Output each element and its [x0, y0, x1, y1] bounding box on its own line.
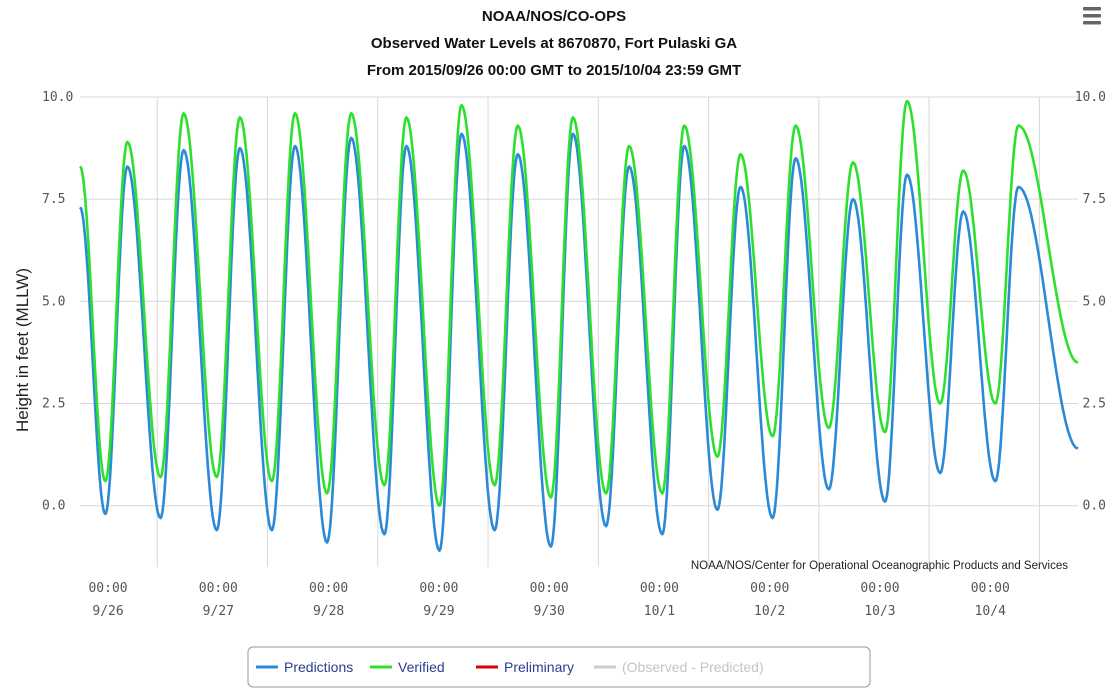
x-tick-label-time: 00:00	[530, 581, 569, 596]
legend-item-preliminary[interactable]: Preliminary	[476, 659, 574, 675]
credit-text: NOAA/NOS/Center for Operational Oceanogr…	[691, 560, 1068, 572]
y-tick-label-right: 10.0	[1075, 90, 1106, 105]
legend-item-observed-predicted[interactable]: (Observed - Predicted)	[594, 659, 764, 675]
title-line-agency: NOAA/NOS/CO-OPS	[482, 8, 626, 25]
x-tick-label-date: 10/1	[644, 604, 675, 619]
legend-label: Verified	[398, 659, 445, 675]
y-tick-label-right: 0.0	[1083, 499, 1106, 514]
x-tick-label-time: 00:00	[860, 581, 899, 596]
legend-box	[247, 646, 871, 688]
chart-title: NOAA/NOS/CO-OPS Observed Water Levels at…	[367, 8, 741, 79]
series-line-predictions	[78, 132, 1079, 552]
x-tick-label-time: 00:00	[88, 581, 127, 596]
title-line-date-range: From 2015/09/26 00:00 GMT to 2015/10/04 …	[367, 62, 741, 79]
legend-item-predictions[interactable]: Predictions	[256, 659, 353, 675]
x-tick-label-date: 9/26	[92, 604, 123, 619]
legend-label: Preliminary	[504, 659, 574, 675]
data-series	[78, 99, 1079, 552]
legend: Predictions Verified Preliminary (Observed …	[247, 646, 871, 688]
legend-label: Predictions	[284, 659, 353, 675]
y-axis-tick-labels: 10.0 10.0 7.5 7.5 5.0 5.0 2.5 2.5 0.0 0.0	[42, 90, 1106, 514]
x-tick-label-date: 10/4	[975, 604, 1006, 619]
y-tick-label-right: 7.5	[1083, 192, 1106, 207]
x-tick-label-time: 00:00	[750, 581, 789, 596]
x-tick-label-time: 00:00	[199, 581, 238, 596]
x-tick-label-time: 00:00	[640, 581, 679, 596]
y-tick-label-right: 2.5	[1083, 397, 1106, 412]
chart-menu-button[interactable]	[1078, 2, 1104, 32]
y-tick-label-left: 0.0	[42, 499, 65, 514]
legend-label: (Observed - Predicted)	[622, 659, 764, 675]
x-tick-label-date: 9/30	[534, 604, 565, 619]
x-axis-tick-labels: 00:00 9/26 00:00 9/27 00:00 9/28 00:00 9/29 00:0…	[88, 581, 1009, 619]
y-tick-label-right: 5.0	[1083, 294, 1106, 309]
x-tick-label-date: 9/28	[313, 604, 344, 619]
x-tick-label-date: 10/2	[754, 604, 785, 619]
x-tick-label-time: 00:00	[971, 581, 1010, 596]
title-line-station: Observed Water Levels at 8670870, Fort P…	[371, 35, 737, 52]
hamburger-menu-icon	[1083, 7, 1101, 25]
legend-item-verified[interactable]: Verified	[370, 659, 445, 675]
x-tick-label-time: 00:00	[309, 581, 348, 596]
x-tick-label-date: 10/3	[864, 604, 895, 619]
y-tick-label-left: 10.0	[42, 90, 73, 105]
legend-items: Predictions Verified Preliminary (Observed …	[256, 659, 764, 675]
series-line-verified	[79, 99, 1079, 507]
y-tick-label-left: 7.5	[42, 192, 65, 207]
x-tick-label-date: 9/27	[203, 604, 234, 619]
x-tick-label-date: 9/29	[423, 604, 454, 619]
y-axis-title: Height in feet (MLLW)	[13, 268, 32, 432]
y-tick-label-left: 5.0	[42, 294, 65, 309]
x-tick-label-time: 00:00	[419, 581, 458, 596]
y-tick-label-left: 2.5	[42, 397, 65, 412]
